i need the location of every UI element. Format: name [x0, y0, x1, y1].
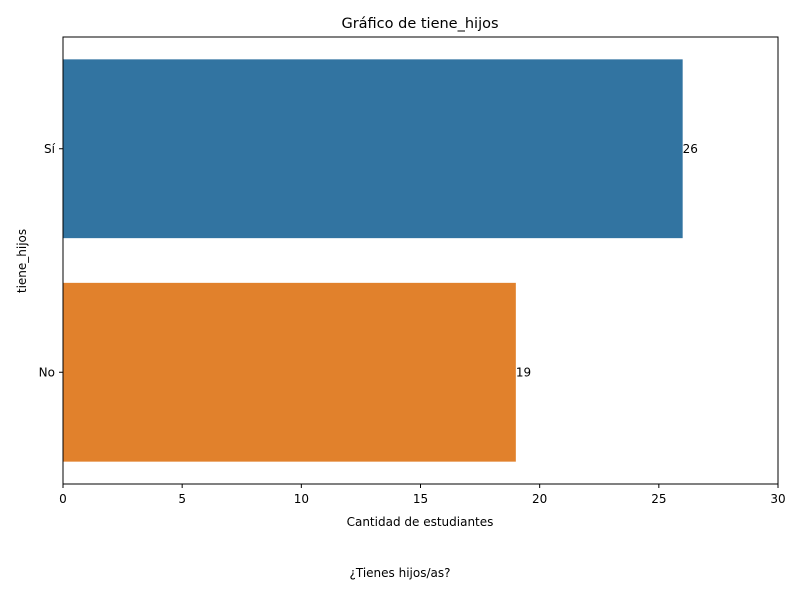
x-tick-label-0: 0: [59, 492, 67, 506]
x-tick-label-1: 5: [178, 492, 186, 506]
bars-layer: 26 19: [63, 59, 698, 462]
x-tick-label-2: 10: [294, 492, 309, 506]
chart-title: Gráfico de tiene_hijos: [341, 16, 498, 32]
x-tick-label-6: 30: [770, 492, 785, 506]
value-label-1: 19: [516, 365, 531, 379]
x-tick-label-4: 20: [532, 492, 547, 506]
y-axis-label: tiene_hijos: [15, 229, 29, 293]
y-tick-label-0: Sí: [44, 142, 56, 156]
y-tick-label-1: No: [39, 365, 55, 379]
bar-1: [63, 282, 516, 462]
x-axis-label: Cantidad de estudiantes: [347, 515, 494, 529]
figure-caption: ¿Tienes hijos/as?: [349, 566, 451, 580]
bar-0: [63, 59, 683, 239]
value-label-0: 26: [683, 142, 698, 156]
x-tick-label-3: 15: [413, 492, 428, 506]
x-axis: 0 5 10 15 20 25 30: [59, 484, 786, 506]
y-axis: Sí No: [39, 142, 63, 379]
x-tick-label-5: 25: [651, 492, 666, 506]
